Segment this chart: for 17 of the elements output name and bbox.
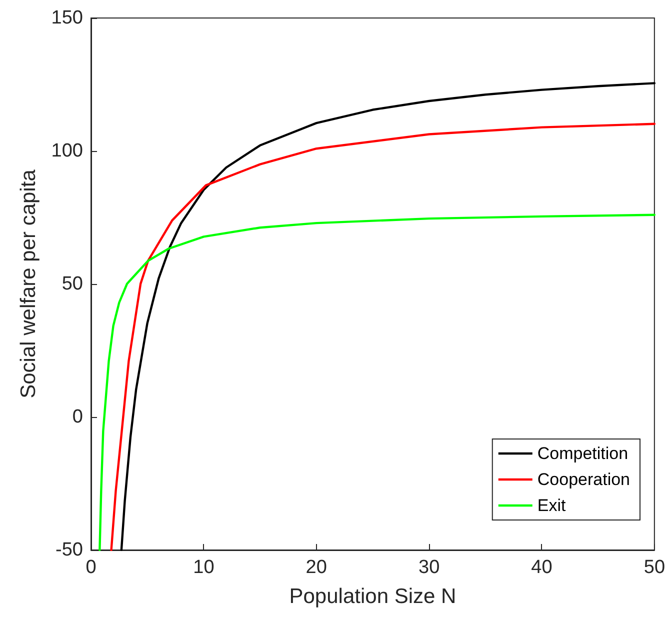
line-series xyxy=(98,214,656,552)
y-axis-title: Social welfare per capita xyxy=(17,169,40,398)
y-tick-label: 100 xyxy=(51,140,83,162)
legend-label: Cooperation xyxy=(537,470,630,489)
x-tick-label: 20 xyxy=(306,557,327,578)
y-tick-label: 0 xyxy=(72,406,83,428)
x-tick-label: 0 xyxy=(86,557,96,578)
y-tick-label: 50 xyxy=(62,274,83,294)
y-tick-label: -50 xyxy=(56,540,83,560)
y-tick-label: 150 xyxy=(51,8,83,28)
legend-label: Competition xyxy=(537,444,628,463)
x-tick-label: 30 xyxy=(418,557,440,578)
x-tick-label: 10 xyxy=(193,557,214,578)
legend-label: Exit xyxy=(537,496,566,515)
x-tick-label: 50 xyxy=(644,557,666,578)
x-axis-title: Population Size N xyxy=(289,585,456,608)
x-tick-label: 40 xyxy=(531,557,552,578)
